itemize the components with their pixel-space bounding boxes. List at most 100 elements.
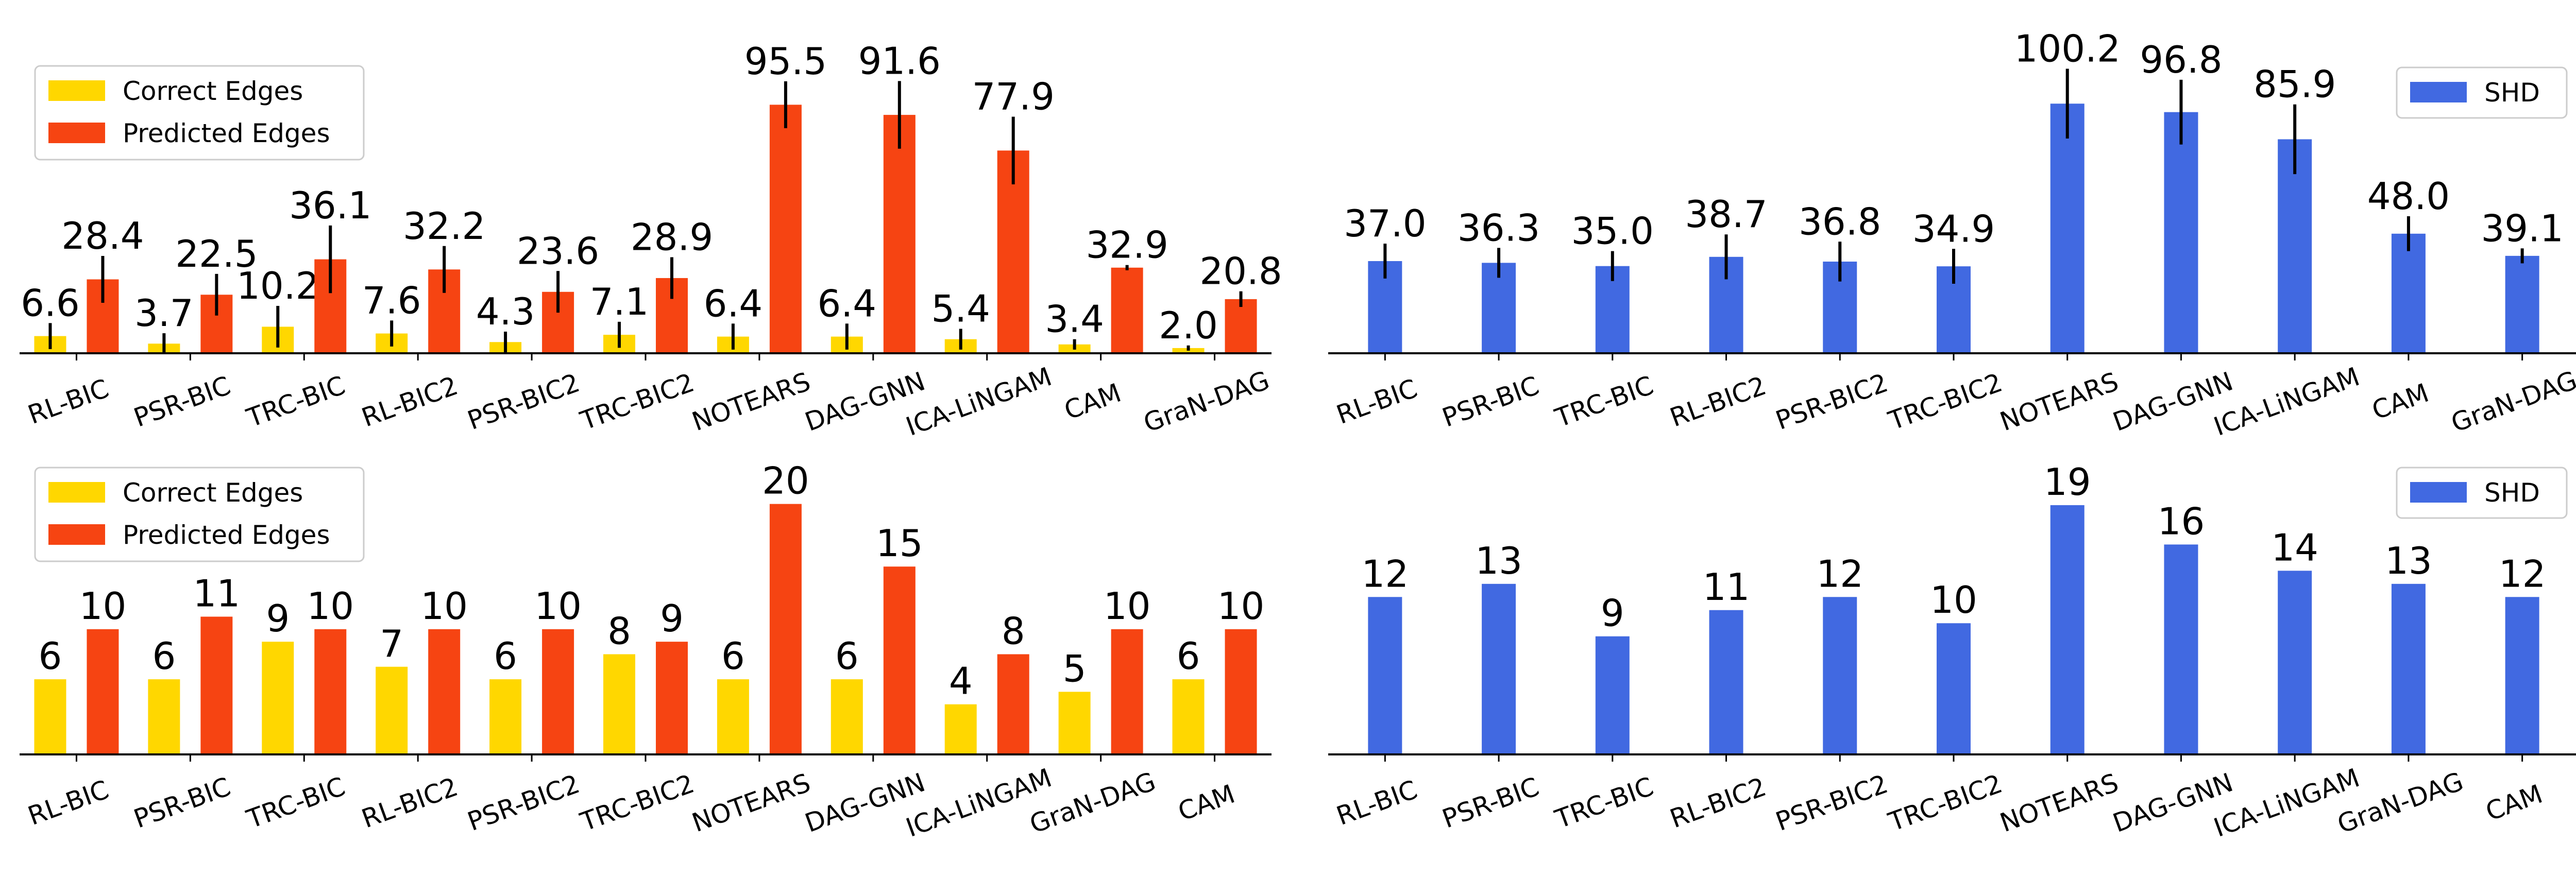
bar-correct-edges-3 xyxy=(376,666,408,754)
x-tick-label-5: TRC-BIC2 xyxy=(576,768,698,837)
legend-label-predicted-edges: Predicted Edges xyxy=(123,520,330,550)
bar-predicted-edges-10 xyxy=(1225,629,1257,754)
bar-predicted-edges-3 xyxy=(428,629,461,754)
legend-label-correct-edges: Correct Edges xyxy=(123,478,303,508)
x-tick-label-8: ICA-LiNGAM xyxy=(2210,361,2363,442)
x-tick-label-0: RL-BIC xyxy=(24,373,113,430)
x-tick-label-10: CAM xyxy=(2482,779,2546,827)
value-label-predicted-edges-5: 9 xyxy=(660,597,684,640)
value-label-shd-5: 10 xyxy=(1930,578,1977,622)
legend-swatch-correct-edges xyxy=(48,482,105,503)
legend-label-predicted-edges: Predicted Edges xyxy=(123,118,330,148)
x-tick-label-1: PSR-BIC xyxy=(130,771,234,834)
value-label-predicted-edges-5: 28.9 xyxy=(631,216,713,259)
value-label-correct-edges-0: 6.6 xyxy=(21,281,80,324)
value-label-predicted-edges-1: 22.5 xyxy=(175,232,258,276)
legend: SHD xyxy=(2396,467,2568,519)
value-label-correct-edges-6: 6.4 xyxy=(704,282,763,325)
x-tick-label-4: PSR-BIC2 xyxy=(464,368,584,436)
bar-shd-10 xyxy=(2505,255,2539,353)
value-label-shd-4: 12 xyxy=(1816,552,1863,595)
bar-correct-edges-4 xyxy=(489,679,522,754)
legend: Correct Edges Predicted Edges xyxy=(34,65,365,161)
value-label-predicted-edges-10: 10 xyxy=(1217,584,1265,628)
value-label-predicted-edges-0: 10 xyxy=(79,584,127,628)
legend-label-shd: SHD xyxy=(2484,478,2540,508)
bar-predicted-edges-1 xyxy=(200,616,233,754)
x-tick-label-2: TRC-BIC xyxy=(243,771,349,835)
x-tick-label-10: CAM xyxy=(1174,779,1239,827)
value-label-predicted-edges-9: 10 xyxy=(1104,584,1151,628)
x-tick-label-1: PSR-BIC xyxy=(1438,771,1543,834)
value-label-shd-3: 38.7 xyxy=(1685,193,1767,236)
x-tick-label-9: CAM xyxy=(2368,378,2432,426)
value-label-predicted-edges-8: 77.9 xyxy=(972,75,1055,118)
value-label-shd-4: 36.8 xyxy=(1799,200,1881,243)
bar-correct-edges-7 xyxy=(831,679,863,754)
bar-predicted-edges-0 xyxy=(87,629,119,754)
value-label-shd-0: 12 xyxy=(1362,552,1409,595)
bar-shd-7 xyxy=(2164,544,2198,754)
value-label-shd-1: 36.3 xyxy=(1458,206,1540,249)
x-tick-label-0: RL-BIC xyxy=(1333,373,1421,430)
value-label-shd-0: 37.0 xyxy=(1344,202,1426,245)
x-tick-label-6: NOTEARS xyxy=(1996,367,2122,437)
value-label-correct-edges-8: 4 xyxy=(949,660,973,703)
bar-predicted-edges-2 xyxy=(314,629,347,754)
value-label-shd-9: 48.0 xyxy=(2367,175,2450,218)
x-tick-label-6: NOTEARS xyxy=(688,768,815,838)
bar-shd-1 xyxy=(1482,263,1516,353)
legend-box xyxy=(2396,66,2568,119)
value-label-predicted-edges-9: 32.9 xyxy=(1086,223,1168,267)
value-label-correct-edges-4: 6 xyxy=(494,634,517,678)
bar-predicted-edges-8 xyxy=(997,654,1029,754)
value-label-shd-8: 85.9 xyxy=(2253,63,2336,106)
bar-correct-edges-2 xyxy=(262,642,294,754)
value-label-correct-edges-8: 5.4 xyxy=(931,287,990,330)
x-tick-label-1: PSR-BIC xyxy=(130,370,234,433)
value-label-correct-edges-9: 3.4 xyxy=(1045,298,1104,341)
legend-swatch-correct-edges xyxy=(48,80,105,101)
value-label-correct-edges-1: 6 xyxy=(152,634,176,678)
value-label-correct-edges-1: 3.7 xyxy=(134,291,194,335)
value-label-shd-10: 12 xyxy=(2499,552,2546,595)
value-label-shd-2: 9 xyxy=(1601,592,1624,635)
x-tick-label-5: TRC-BIC2 xyxy=(1884,768,2006,837)
x-tick-label-5: TRC-BIC2 xyxy=(576,367,698,436)
bar-correct-edges-8 xyxy=(944,704,977,754)
bar-shd-8 xyxy=(2278,571,2312,754)
x-tick-label-6: NOTEARS xyxy=(1996,768,2122,838)
bar-predicted-edges-5 xyxy=(656,642,688,754)
bar-correct-edges-10 xyxy=(1172,679,1205,754)
x-tick-label-0: RL-BIC xyxy=(1333,774,1421,831)
bar-predicted-edges-6 xyxy=(769,504,802,754)
legend: SHD xyxy=(2396,66,2568,119)
bar-shd-9 xyxy=(2391,583,2426,754)
value-label-predicted-edges-6: 95.5 xyxy=(744,40,827,83)
bar-shd-10 xyxy=(2505,597,2539,754)
bar-predicted-edges-9 xyxy=(1111,267,1143,353)
bar-shd-5 xyxy=(1937,623,1971,754)
bar-shd-0 xyxy=(1368,597,1402,754)
value-label-correct-edges-3: 7.6 xyxy=(362,279,421,322)
chart-panel-top-left: 6.6 28.4 RL-BIC 3.7 22.5 PSR-BIC 10.2 36.1 TRC-B… xyxy=(20,39,1282,442)
value-label-shd-3: 11 xyxy=(1703,565,1750,609)
x-tick-label-3: RL-BIC2 xyxy=(358,772,462,834)
value-label-shd-6: 19 xyxy=(2044,460,2091,504)
x-tick-label-10: GraN-DAG xyxy=(2447,365,2576,438)
value-label-shd-6: 100.2 xyxy=(2014,27,2121,71)
bar-shd-3 xyxy=(1709,610,1743,754)
x-tick-label-4: PSR-BIC2 xyxy=(1772,769,1892,837)
bar-predicted-edges-9 xyxy=(1111,629,1143,754)
value-label-predicted-edges-2: 36.1 xyxy=(289,184,371,227)
x-tick-label-4: PSR-BIC2 xyxy=(1772,368,1892,436)
value-label-predicted-edges-10: 20.8 xyxy=(1199,250,1282,293)
bar-correct-edges-6 xyxy=(717,679,749,754)
value-label-correct-edges-5: 8 xyxy=(607,609,631,652)
value-label-correct-edges-9: 5 xyxy=(1063,647,1087,690)
value-label-predicted-edges-7: 91.6 xyxy=(858,39,941,82)
x-tick-label-3: RL-BIC2 xyxy=(358,371,462,433)
legend-box xyxy=(34,467,365,562)
legend: Correct Edges Predicted Edges xyxy=(34,467,365,562)
bar-shd-8 xyxy=(2278,139,2312,353)
